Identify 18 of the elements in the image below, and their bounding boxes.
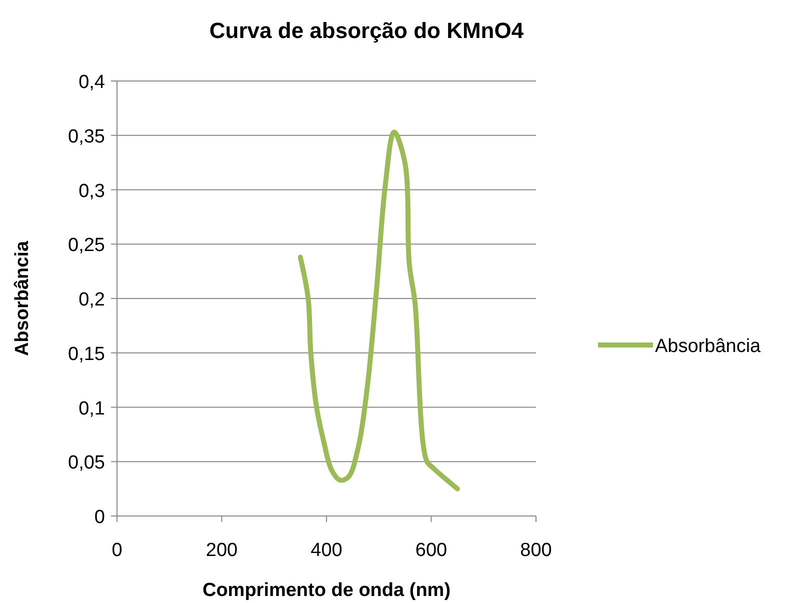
y-tick-label: 0,4: [78, 72, 106, 93]
y-tick-label: 0,25: [68, 235, 105, 256]
y-tick-label: 0,3: [78, 180, 105, 202]
y-tick-label: 0,15: [68, 344, 105, 365]
chart-title: Curva de absorção do KMnO4: [209, 18, 524, 43]
x-tick-label: 200: [206, 540, 238, 561]
y-tick-label: 0: [94, 507, 105, 528]
x-axis-title: Comprimento de onda (nm): [202, 580, 451, 601]
y-tick-label: 0,05: [68, 452, 105, 474]
y-tick-label: 0,1: [78, 398, 105, 420]
x-tick-label: 800: [520, 540, 552, 561]
x-tick-label: 0: [112, 540, 122, 561]
x-tick-label: 400: [310, 540, 342, 561]
y-tick-label: 0,35: [68, 126, 105, 148]
legend-label: Absorbância: [655, 336, 762, 357]
y-tick-label: 0,2: [78, 290, 105, 310]
x-tick-label: 600: [415, 540, 448, 561]
y-axis-title: Absorbância: [12, 240, 33, 356]
